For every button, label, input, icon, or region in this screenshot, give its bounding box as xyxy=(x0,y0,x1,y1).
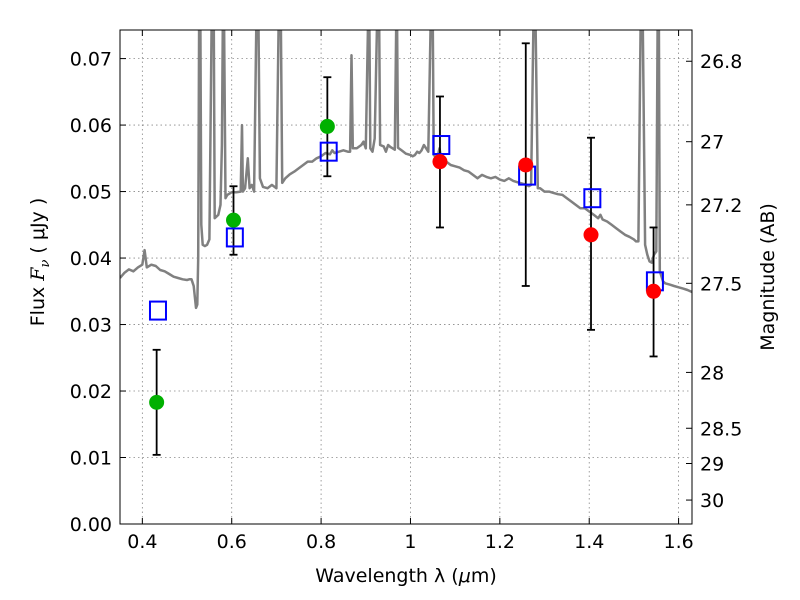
x-tick-label: 1.2 xyxy=(485,531,515,553)
grid xyxy=(120,30,692,524)
y-tick-label: 0.07 xyxy=(70,49,112,71)
red-data-point xyxy=(432,154,448,170)
model-photometry-square xyxy=(583,188,602,209)
red-data-point xyxy=(518,157,534,173)
x-tick-label: 1 xyxy=(404,531,416,553)
x-tick-label: 0.6 xyxy=(217,531,247,553)
plot-frame xyxy=(119,29,693,525)
mag-tick-label: 27.2 xyxy=(700,195,742,217)
green-data-point xyxy=(149,394,165,410)
y-tick-label: 0.05 xyxy=(70,182,112,204)
x-axis-title: Wavelength λ (μm) xyxy=(315,565,496,587)
model-photometry-square xyxy=(148,300,167,321)
mag-tick-label: 27 xyxy=(700,132,724,154)
mag-tick-label: 28 xyxy=(700,362,724,384)
mag-tick-label: 28.5 xyxy=(700,418,742,440)
y-tick-label: 0.02 xyxy=(70,381,112,403)
green-data-point xyxy=(319,118,335,134)
y-axis-title: Flux Fν ( μJy ) xyxy=(27,198,53,327)
red-data-point xyxy=(583,227,599,243)
x-tick-label: 1.6 xyxy=(663,531,693,553)
green-data-point xyxy=(226,212,242,228)
model-photometry-square xyxy=(319,141,338,162)
red-data-point xyxy=(646,283,662,299)
ticks: 0.4 0.6 0.8 1 1.2 1.4 1.6 0.00 0.01 0.02 0.03 0.04 0… xyxy=(70,30,742,553)
model-spectrum-line xyxy=(120,30,692,310)
y-tick-label: 0.04 xyxy=(70,248,112,270)
mag-tick-label: 26.8 xyxy=(700,51,742,73)
y-tick-label: 0.03 xyxy=(70,315,112,337)
x-tick-label: 0.8 xyxy=(306,531,336,553)
mag-tick-label: 27.5 xyxy=(700,273,742,295)
model-photometry-square xyxy=(225,227,244,248)
y-tick-label: 0.01 xyxy=(70,448,112,470)
x-tick-label: 1.4 xyxy=(574,531,604,553)
data-layer xyxy=(120,30,692,456)
plot-area xyxy=(120,30,692,456)
y-tick-label: 0.00 xyxy=(70,514,112,536)
model-photometry-square xyxy=(432,135,451,156)
x-tick-label: 0.4 xyxy=(127,531,157,553)
mag-tick-label: 30 xyxy=(700,490,724,512)
y-tick-label: 0.06 xyxy=(70,115,112,137)
mag-tick-label: 29 xyxy=(700,453,724,475)
y2-axis-title: Magnitude (AB) xyxy=(757,203,779,351)
